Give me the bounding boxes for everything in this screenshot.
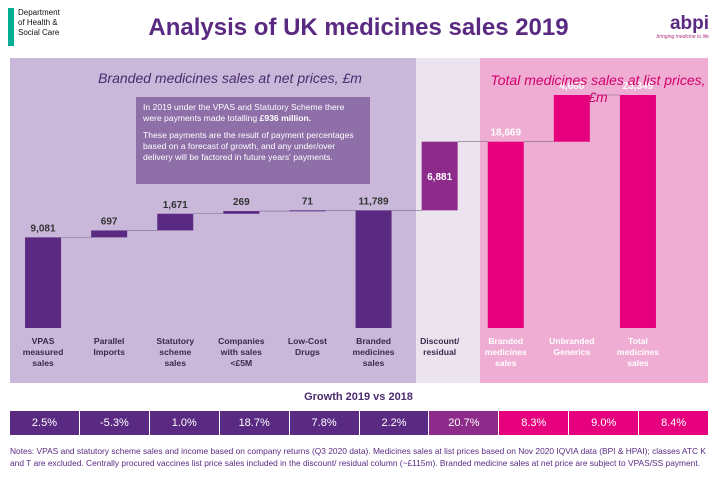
bar-7 — [421, 141, 458, 211]
category-label: Discount/ — [420, 336, 460, 346]
value-label: 23,349 — [623, 81, 654, 92]
value-label: 71 — [302, 196, 314, 207]
info-box: In 2019 under the VPAS and Statutory Sch… — [136, 97, 370, 184]
category-label: measured — [23, 347, 64, 357]
category-label: Branded — [356, 336, 391, 346]
bar-8 — [487, 141, 524, 328]
growth-cell: 2.5% — [10, 411, 80, 435]
bar-10 — [619, 95, 656, 328]
value-label: 697 — [101, 216, 118, 227]
category-label: sales — [32, 358, 54, 368]
info-text: In 2019 under the VPAS and Statutory Sch… — [143, 102, 345, 123]
dhsc-logo: Department of Health & Social Care — [8, 6, 78, 50]
category-label: Companies — [218, 336, 265, 346]
category-label: Branded — [488, 336, 523, 346]
total-panel-title: Total medicines sales at list prices, £m — [490, 72, 706, 105]
category-label: Unbranded — [549, 336, 594, 346]
info-paragraph-1: In 2019 under the VPAS and Statutory Sch… — [143, 102, 363, 124]
category-label: sales — [627, 358, 649, 368]
category-label: VPAS — [32, 336, 55, 346]
category-label: Drugs — [295, 347, 320, 357]
abpi-logo-tagline: bringing medicine to life — [656, 34, 709, 40]
page-title: Analysis of UK medicines sales 2019 — [148, 14, 569, 41]
bar-1 — [25, 237, 62, 328]
category-label: medicines — [353, 347, 395, 357]
growth-cell: 2.2% — [359, 411, 430, 435]
dhsc-logo-line: Social Care — [18, 28, 60, 37]
dhsc-logo-text: Department of Health & Social Care — [18, 8, 60, 38]
abpi-logo: abpi bringing medicine to life — [649, 14, 709, 46]
bar-5 — [289, 210, 326, 212]
dhsc-crest-icon — [8, 8, 14, 46]
growth-cell: 8.4% — [639, 411, 709, 435]
value-label: 4,680 — [559, 81, 584, 92]
value-label: 269 — [233, 197, 250, 208]
branded-panel-title: Branded medicines sales at net prices, £… — [98, 70, 362, 86]
bar-3 — [157, 213, 194, 231]
value-label: 1,671 — [163, 200, 188, 211]
category-label: medicines — [617, 347, 659, 357]
bar-4 — [223, 211, 260, 214]
growth-row: 2.5% -5.3% 1.0% 18.7% 7.8% 2.2% 20.7% 8.… — [10, 411, 709, 435]
category-label: Statutory — [156, 336, 194, 346]
growth-cell: 1.0% — [149, 411, 220, 435]
abpi-logo-mark: abpi — [669, 13, 709, 34]
bar-6 — [355, 210, 392, 328]
bar-2 — [91, 230, 128, 238]
category-label: residual — [423, 347, 456, 357]
value-label: 6,881 — [427, 172, 452, 183]
category-label: Imports — [93, 347, 125, 357]
footnotes: Notes: VPAS and statutory scheme sales a… — [10, 446, 706, 468]
value-label: 9,081 — [31, 223, 56, 234]
category-label: sales — [164, 358, 186, 368]
category-label: medicines — [485, 347, 527, 357]
growth-cell: 18.7% — [219, 411, 290, 435]
dhsc-logo-line: Department — [18, 8, 60, 17]
growth-cell: 9.0% — [569, 411, 640, 435]
category-label: scheme — [159, 347, 191, 357]
growth-cell: 7.8% — [289, 411, 360, 435]
category-label: Total — [628, 336, 648, 346]
growth-cell: -5.3% — [79, 411, 150, 435]
category-label: Parallel — [94, 336, 125, 346]
growth-cell: 8.3% — [499, 411, 570, 435]
dhsc-logo-line: of Health & — [18, 18, 58, 27]
info-paragraph-2: These payments are the result of payment… — [143, 130, 354, 162]
category-label: Low-Cost — [288, 336, 327, 346]
discount-panel-background — [416, 58, 480, 383]
info-amount: £936 million. — [259, 113, 312, 123]
category-label: Generics — [553, 347, 590, 357]
category-label: <£5M — [230, 358, 252, 368]
growth-cell: 20.7% — [429, 411, 500, 435]
category-label: with sales — [220, 347, 262, 357]
value-label: 11,789 — [359, 196, 389, 207]
growth-title: Growth 2019 vs 2018 — [304, 391, 413, 403]
category-label: sales — [495, 358, 517, 368]
bar-9 — [553, 95, 590, 142]
category-label: sales — [363, 358, 385, 368]
value-label: 18,669 — [490, 128, 521, 139]
